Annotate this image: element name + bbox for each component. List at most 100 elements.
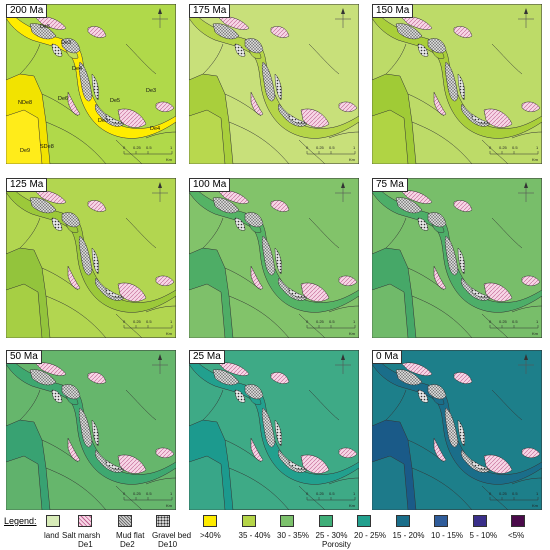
salt-marsh-area (433, 437, 447, 462)
north-arrow-icon (335, 182, 351, 202)
unit-boundary (224, 439, 262, 463)
unit-boundary (511, 477, 542, 485)
gravel-bed-area (91, 73, 99, 101)
legend-mud-flat-code: De2 (120, 540, 135, 549)
scale-tick-label: 1 (353, 491, 356, 496)
salt-marsh-area (87, 200, 107, 212)
unit-boundary (125, 43, 157, 75)
south-unit-area (189, 283, 226, 338)
salt-marsh-area (401, 362, 433, 376)
scale-bar: 0 0.25 0.5 1 Km (123, 491, 173, 508)
scale-bar: 0 0.25 0.5 1 Km (306, 319, 356, 336)
unit-boundary (298, 313, 326, 338)
mud-flat-area (212, 197, 240, 214)
scale-tick-label: 0 (489, 319, 492, 324)
gravel-bed-area (51, 389, 63, 403)
unit-boundary (407, 93, 445, 117)
unit-boundary (45, 467, 107, 510)
unit-boundary (125, 389, 157, 421)
salt-marsh-area (338, 275, 358, 286)
scale-tick-label: 0.25 (133, 145, 142, 150)
scale-tick-label: 1 (353, 319, 356, 324)
scale-tick-label: 0 (306, 319, 309, 324)
unit-boundary (407, 439, 445, 463)
mud-flat-area (261, 407, 276, 448)
porosity-class-label: 35 - 40% (238, 531, 271, 540)
legend-land-swatch (46, 515, 60, 527)
scale-bar: 0 0.25 0.5 1 Km (489, 145, 539, 162)
gravel-bed-area (457, 73, 465, 101)
porosity-class-swatch (280, 515, 294, 527)
unit-boundary (385, 389, 407, 421)
unit-boundary (224, 267, 262, 291)
salt-marsh-area (300, 454, 330, 474)
south-unit-area (189, 455, 226, 510)
porosity-class-label: >40% (200, 531, 221, 540)
unit-label: De4 (72, 66, 82, 72)
salt-marsh-area (521, 275, 541, 286)
scale-tick-label: 1 (170, 491, 173, 496)
south-unit-area (372, 109, 409, 164)
salt-marsh-area (453, 372, 473, 384)
salt-marsh-area (270, 372, 290, 384)
salt-marsh-area (87, 26, 107, 38)
unit-boundary (145, 477, 176, 485)
map-svg: 0 0.25 0.5 1 Km (372, 178, 542, 338)
scale-tick-label: 0 (306, 145, 309, 150)
gravel-bed-area (274, 419, 282, 447)
unit-boundary (385, 43, 407, 75)
salt-marsh-area (401, 190, 433, 204)
unit-boundary (41, 267, 79, 291)
scale-unit: Km (532, 157, 539, 162)
legend: Legend: land Salt marsh De1 Mud flat De2… (0, 510, 550, 550)
salt-marsh-area (483, 282, 513, 302)
salt-marsh-area (453, 200, 473, 212)
salt-marsh-area (67, 437, 81, 462)
age-label: 200 Ma (6, 4, 48, 18)
mud-flat-area (61, 384, 81, 400)
salt-marsh-area (483, 454, 513, 474)
gravel-bed-area (417, 389, 429, 403)
salt-marsh-area (300, 108, 330, 128)
north-arrow-icon (518, 182, 534, 202)
unit-boundary (202, 43, 224, 75)
scale-bar: 0 0.25 0.5 1 Km (489, 319, 539, 336)
salt-marsh-area (270, 200, 290, 212)
porosity-class-swatch (395, 515, 410, 527)
salt-marsh-area (87, 372, 107, 384)
age-label: 175 Ma (189, 4, 231, 18)
salt-marsh-area (250, 265, 264, 290)
unit-label: De4 (150, 126, 160, 132)
unit-label: De9 (20, 148, 30, 154)
porosity-class-swatch (511, 515, 525, 527)
salt-marsh-area (453, 26, 473, 38)
north-arrow-icon (518, 354, 534, 374)
mud-flat-area (212, 23, 240, 40)
salt-marsh-area (117, 108, 147, 128)
north-arrow-icon (335, 354, 351, 374)
south-unit-area (6, 455, 43, 510)
unit-boundary (45, 121, 107, 164)
mud-flat-area (444, 407, 459, 448)
gravel-bed-area (417, 217, 429, 231)
map-panel: 0 0.25 0.5 1 Km 175 Ma (189, 4, 359, 164)
legend-salt-marsh-swatch (78, 515, 92, 527)
porosity-class-swatch (434, 515, 448, 527)
salt-marsh-area (338, 101, 358, 112)
scale-unit: Km (166, 331, 173, 336)
mud-flat-area (427, 38, 447, 54)
mud-flat-area (212, 369, 240, 386)
unit-boundary (228, 467, 290, 510)
mud-flat-area (78, 61, 93, 102)
scale-tick-label: 0 (123, 145, 126, 150)
unit-boundary (411, 295, 473, 338)
age-label: 25 Ma (189, 350, 225, 364)
unit-boundary (385, 217, 407, 249)
south-unit-area (6, 283, 43, 338)
porosity-class-swatch (318, 515, 333, 527)
scale-tick-label: 0.5 (146, 145, 152, 150)
scale-tick-label: 1 (170, 145, 173, 150)
unit-boundary (145, 131, 176, 139)
legend-mud-flat-label: Mud flat (116, 531, 145, 540)
map-svg: 0 0.25 0.5 1 Km (372, 4, 542, 164)
